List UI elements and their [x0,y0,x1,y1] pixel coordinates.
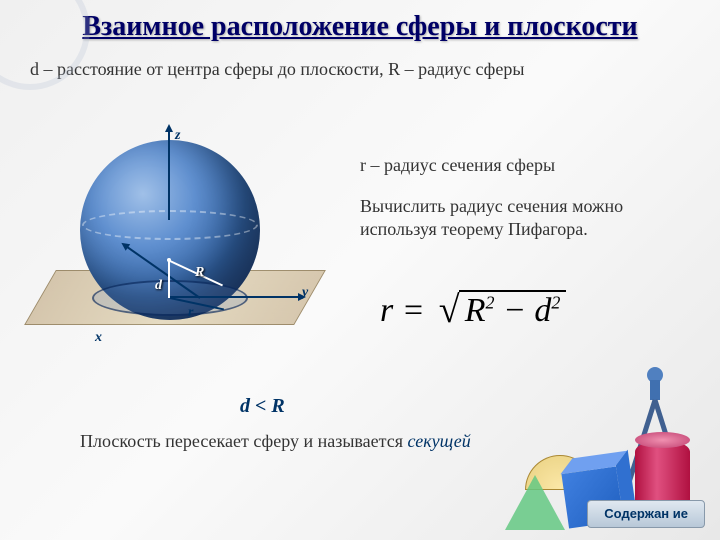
formula-equals: = [402,292,425,329]
sphere-equator-ellipse [82,210,258,240]
section-radius-definition: r – радиус сечения сферы [360,155,555,176]
y-axis-label: y [302,285,308,301]
r-label: r [188,305,193,321]
y-axis [170,296,300,298]
condition-d-less-R: d < R [240,395,285,418]
secant-emphasis: секущей [408,431,471,451]
z-axis-label: z [175,128,180,144]
R-label: R [195,265,204,281]
formula-lhs: r [380,292,393,329]
sqrt-expression: R2 − d2 [459,290,567,330]
subtitle-definitions: d – расстояние от центра сферы до плоско… [0,54,720,85]
distance-d-line [168,260,170,298]
page-title: Взаимное расположение сферы и плоскости [0,0,720,54]
secant-text-part1: Плоскость пересекает сферу и называется [80,431,408,451]
sphere-plane-diagram: z y x R d r [40,140,320,360]
secant-plane-text: Плоскость пересекает сферу и называется … [80,430,500,453]
pythagoras-text: Вычислить радиус сечения можно используя… [360,195,680,242]
contents-button[interactable]: Содержан ие [587,500,705,528]
x-axis-label: x [95,330,102,346]
z-axis [168,130,170,220]
d-label: d [155,278,162,294]
pythagoras-formula: r = R2 − d2 [380,290,566,330]
triangle-icon [505,475,565,530]
